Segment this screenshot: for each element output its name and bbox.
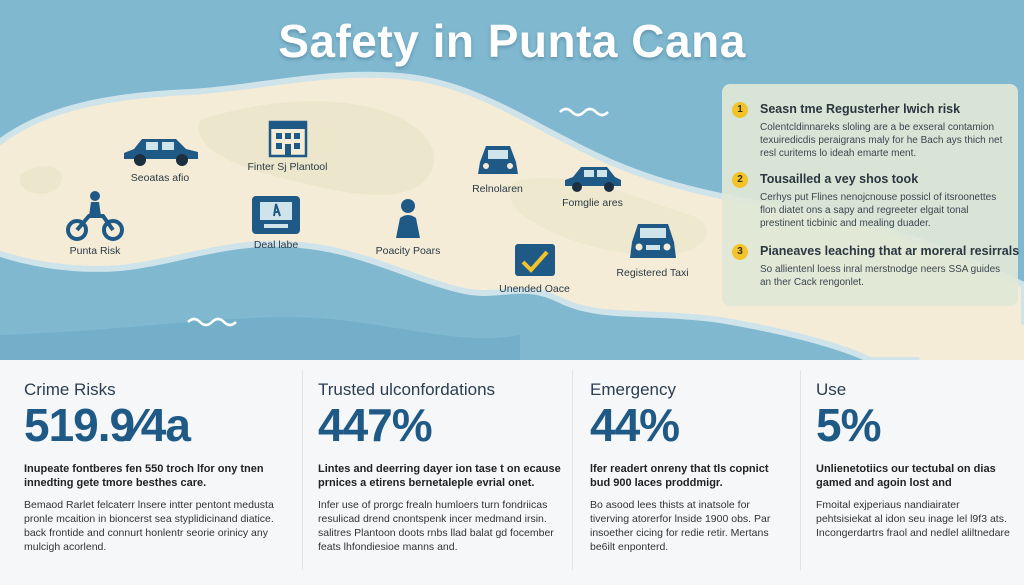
tip-title: Pianeaves leaching that ar moreral resir… [760,244,1020,258]
wave-icon [187,317,237,327]
stat-body: Bemaod Rarlet felcaterr lnsere intter pe… [24,499,274,553]
poi-label: Seoatas afio [130,172,190,184]
stat-card-emergency: Emergency 44% lfer readert onreny that t… [590,360,790,585]
stat-subtitle: Lintes and deerring dayer ion tase t on … [318,463,561,489]
tip-body: Colentcldinnareks sloling are a be exser… [760,122,1003,159]
poi-label: Finter Sj Plantool [247,161,328,173]
taxi-icon [629,224,676,258]
poi-label: Unended Oace [499,283,570,295]
number-badge: 2 [732,172,748,188]
stat-label: Crime Risks [24,380,116,399]
stat-card-use: Use 5% Unlienetotiics our tectubal on di… [816,360,1016,585]
car-icon [564,167,621,192]
stat-body: Fmoital exjperiaus nandiairater pehtsisi… [816,499,1010,539]
atm-machine-icon [252,196,300,234]
map-poi: Finter Sj Plantool [240,118,335,173]
map-poi: Deal labe [236,192,316,251]
number-badge: 1 [732,102,748,118]
map-poi: Seoatas afio [115,133,205,184]
map-poi: Registered Taxi [610,218,695,279]
divider [572,370,573,570]
person-icon [396,199,420,238]
poi-label: Punta Risk [69,245,121,257]
stat-subtitle: Inupeate fontberes fen 550 troch lfor on… [24,463,264,489]
poi-label: Fomglie ares [562,197,623,209]
poi-label: Deal labe [253,239,299,251]
map-poi: Unended Oace [492,240,577,295]
tip-body: So allientenl loess inral merstnodge nee… [760,264,1001,288]
map-poi: Relnolaren [460,140,535,195]
building-icon [268,120,307,158]
divider [800,370,801,570]
stat-value: 447% [318,399,433,451]
stat-label: Use [816,380,847,399]
car-front-icon [477,146,518,174]
motorbike-icon [66,191,124,241]
stats-section: Crime Risks 519.9⁄4a Inupeate fontberes … [0,360,1024,585]
map-poi: Poacity Poars [368,198,448,257]
stat-subtitle: Unlienetotiics our tectubal on dias game… [816,463,996,489]
tip-title: Tousailled a vey shos took [760,172,919,186]
number-badge: 3 [732,244,748,260]
stat-label: Emergency [590,380,676,399]
stat-subtitle: lfer readert onreny that tls copnict bud… [590,463,769,489]
map-poi: Fomglie ares [555,162,630,209]
stat-value: 44% [590,399,680,451]
stat-label: Trusted ulconfordations [318,380,496,399]
stat-value: 519.9⁄4a [24,399,191,451]
stat-value: 5% [816,399,881,451]
poi-label: Registered Taxi [616,267,689,279]
tip-title: Seasn tme Regusterher lwich risk [760,102,961,116]
car-icon [124,139,198,166]
stat-body: Infer use of prorgc frealn humloers turn… [318,499,554,553]
stat-card-trusted: Trusted ulconfordations 447% Lintes and … [318,360,573,585]
divider [302,370,303,570]
poi-label: Relnolaren [472,183,523,195]
map-poi: Punta Risk [55,190,135,257]
page-title: Safety in Punta Cana [278,15,746,67]
stat-body: Bo asood lees thists at inatsole for tiv… [590,499,771,553]
checkmark-card-icon [514,244,555,276]
stat-card-crime-risks: Crime Risks 519.9⁄4a Inupeate fontberes … [24,360,289,585]
poi-label: Poacity Poars [375,245,441,257]
wave-icon [559,107,609,117]
safety-tips-panel: 1 Seasn tme Regusterher lwich risk Colen… [722,84,1020,306]
tip-body: Cerhys put Flines nenojcnouse possicl of… [760,192,997,229]
